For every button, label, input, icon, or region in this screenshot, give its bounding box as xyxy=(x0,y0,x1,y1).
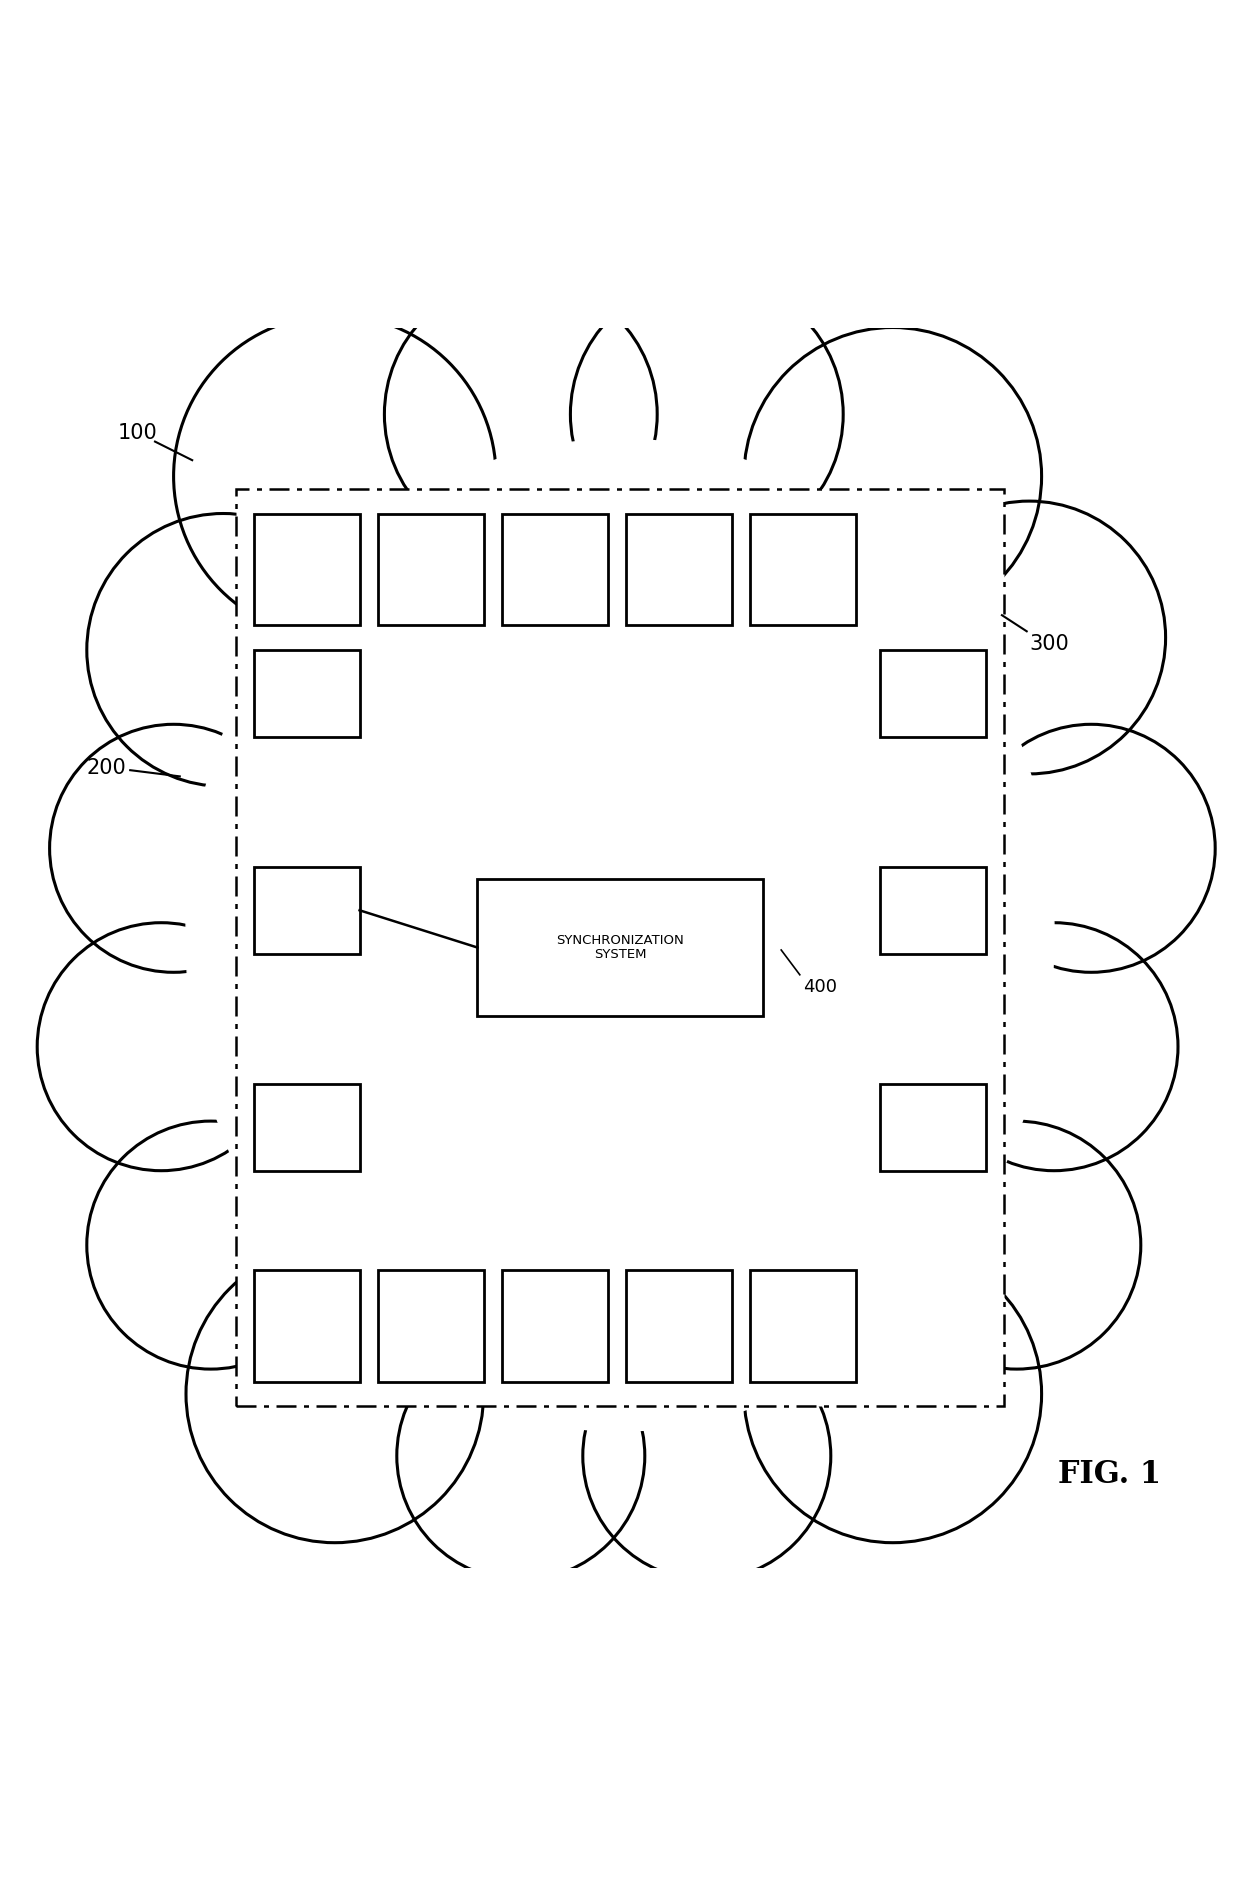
Circle shape xyxy=(50,724,298,972)
Circle shape xyxy=(186,1245,484,1543)
Circle shape xyxy=(397,1332,645,1580)
Circle shape xyxy=(37,923,285,1171)
Bar xyxy=(880,650,986,737)
Bar xyxy=(626,1270,732,1381)
Circle shape xyxy=(384,279,657,551)
Circle shape xyxy=(87,1122,335,1368)
Bar xyxy=(880,866,986,953)
Ellipse shape xyxy=(186,440,1054,1431)
Bar xyxy=(502,1270,608,1381)
Bar xyxy=(236,489,1004,1406)
Text: FIG. 1: FIG. 1 xyxy=(1058,1459,1162,1489)
Bar xyxy=(254,1084,360,1171)
Bar xyxy=(626,514,732,625)
Bar xyxy=(502,514,608,625)
Circle shape xyxy=(893,500,1166,773)
Bar xyxy=(750,1270,856,1381)
Circle shape xyxy=(174,315,496,637)
Text: SYNCHRONIZATION
SYSTEM: SYNCHRONIZATION SYSTEM xyxy=(556,934,684,961)
Bar xyxy=(378,1270,484,1381)
Bar xyxy=(378,514,484,625)
Bar xyxy=(477,879,763,1016)
Bar xyxy=(254,514,360,625)
Text: 400: 400 xyxy=(804,978,837,997)
Bar xyxy=(254,650,360,737)
Text: 300: 300 xyxy=(1029,633,1069,654)
Bar xyxy=(880,1084,986,1171)
Ellipse shape xyxy=(174,426,1066,1444)
Bar xyxy=(254,1270,360,1381)
Circle shape xyxy=(744,1245,1042,1543)
Bar xyxy=(254,866,360,953)
Circle shape xyxy=(893,1122,1141,1368)
Circle shape xyxy=(967,724,1215,972)
Circle shape xyxy=(583,1332,831,1580)
Circle shape xyxy=(930,923,1178,1171)
Bar xyxy=(750,514,856,625)
Circle shape xyxy=(744,328,1042,625)
Text: 200: 200 xyxy=(87,758,126,777)
Circle shape xyxy=(570,279,843,551)
Circle shape xyxy=(87,514,360,786)
Text: 100: 100 xyxy=(118,423,157,443)
